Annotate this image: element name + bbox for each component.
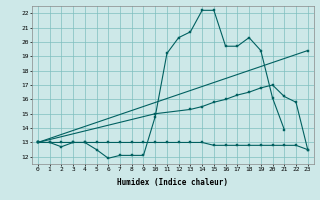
X-axis label: Humidex (Indice chaleur): Humidex (Indice chaleur): [117, 178, 228, 187]
